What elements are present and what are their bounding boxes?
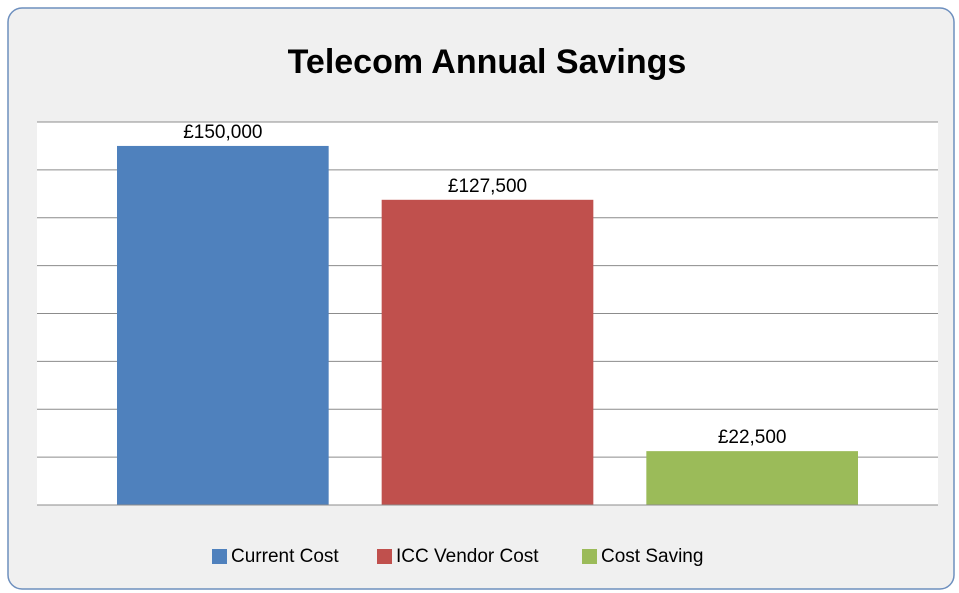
legend-swatch — [212, 549, 227, 564]
legend-swatch — [582, 549, 597, 564]
legend-label: ICC Vendor Cost — [396, 546, 539, 567]
bar — [381, 199, 594, 505]
data-label: £22,500 — [718, 427, 787, 448]
legend-swatch — [377, 549, 392, 564]
bar — [646, 451, 858, 505]
legend-label: Current Cost — [231, 546, 339, 567]
legend-label: Cost Saving — [601, 546, 703, 567]
chart-title: Telecom Annual Savings — [288, 43, 687, 81]
data-label: £150,000 — [183, 122, 262, 143]
data-label: £127,500 — [448, 176, 527, 197]
bar — [117, 145, 329, 505]
